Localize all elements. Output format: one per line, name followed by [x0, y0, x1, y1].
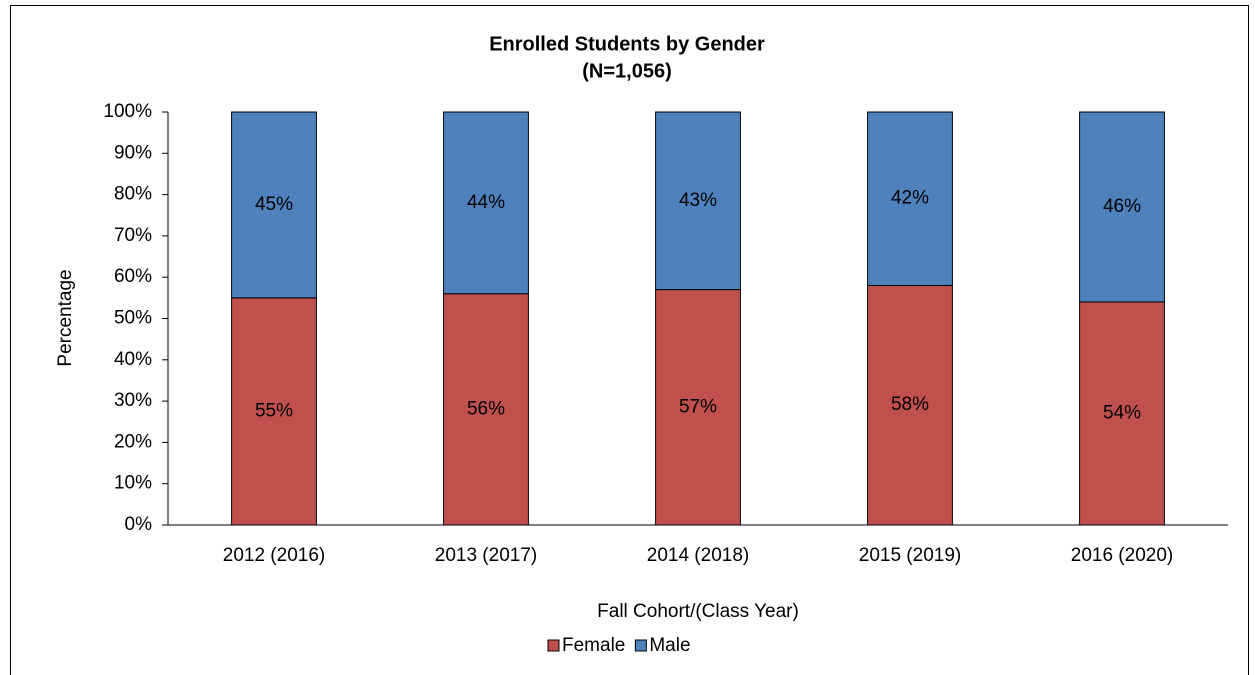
bar-segment	[1079, 301, 1165, 526]
y-axis-title: Percentage	[55, 269, 76, 366]
data-label: 56%	[467, 398, 505, 419]
bar-segment	[443, 111, 529, 295]
x-axis-title: Fall Cohort/(Class Year)	[597, 601, 799, 622]
bar-segment	[867, 111, 953, 286]
bar-segment	[1079, 111, 1165, 303]
x-tick-label: 2016 (2020)	[1071, 545, 1173, 566]
legend-swatch	[634, 639, 647, 652]
y-tick-label: 20%	[114, 431, 152, 452]
legend-swatch	[547, 639, 560, 652]
bar-segment	[867, 284, 953, 526]
data-label: 58%	[891, 394, 929, 415]
data-label: 42%	[891, 188, 929, 209]
y-tick-label: 60%	[114, 266, 152, 287]
legend-label: Male	[649, 635, 690, 656]
data-label: 55%	[255, 400, 293, 421]
bar-segment	[655, 111, 741, 291]
y-tick-label: 90%	[114, 142, 152, 163]
bar-segment	[655, 289, 741, 526]
x-tick-label: 2012 (2016)	[223, 545, 325, 566]
y-tick-label: 100%	[103, 101, 152, 122]
chart-title: Enrolled Students by Gender	[489, 33, 765, 55]
y-tick-label: 30%	[114, 390, 152, 411]
x-tick-label: 2013 (2017)	[435, 545, 537, 566]
x-tick-label: 2015 (2019)	[859, 545, 961, 566]
y-tick-label: 70%	[114, 225, 152, 246]
bar-segment	[443, 293, 529, 526]
chart-border	[10, 5, 1249, 675]
data-label: 54%	[1103, 403, 1141, 424]
y-tick-label: 80%	[114, 184, 152, 205]
x-tick-label: 2014 (2018)	[647, 545, 749, 566]
y-tick-label: 40%	[114, 349, 152, 370]
y-tick-label: 50%	[114, 308, 152, 329]
data-label: 45%	[255, 194, 293, 215]
data-label: 43%	[679, 190, 717, 211]
y-tick-label: 10%	[114, 473, 152, 494]
data-label: 57%	[679, 396, 717, 417]
bar-segment	[231, 111, 317, 299]
chart-subtitle: (N=1,056)	[582, 60, 672, 82]
y-tick-label: 0%	[125, 514, 153, 535]
data-label: 44%	[467, 192, 505, 213]
bar-segment	[231, 297, 317, 526]
data-label: 46%	[1103, 196, 1141, 217]
legend-label: Female	[562, 635, 625, 656]
